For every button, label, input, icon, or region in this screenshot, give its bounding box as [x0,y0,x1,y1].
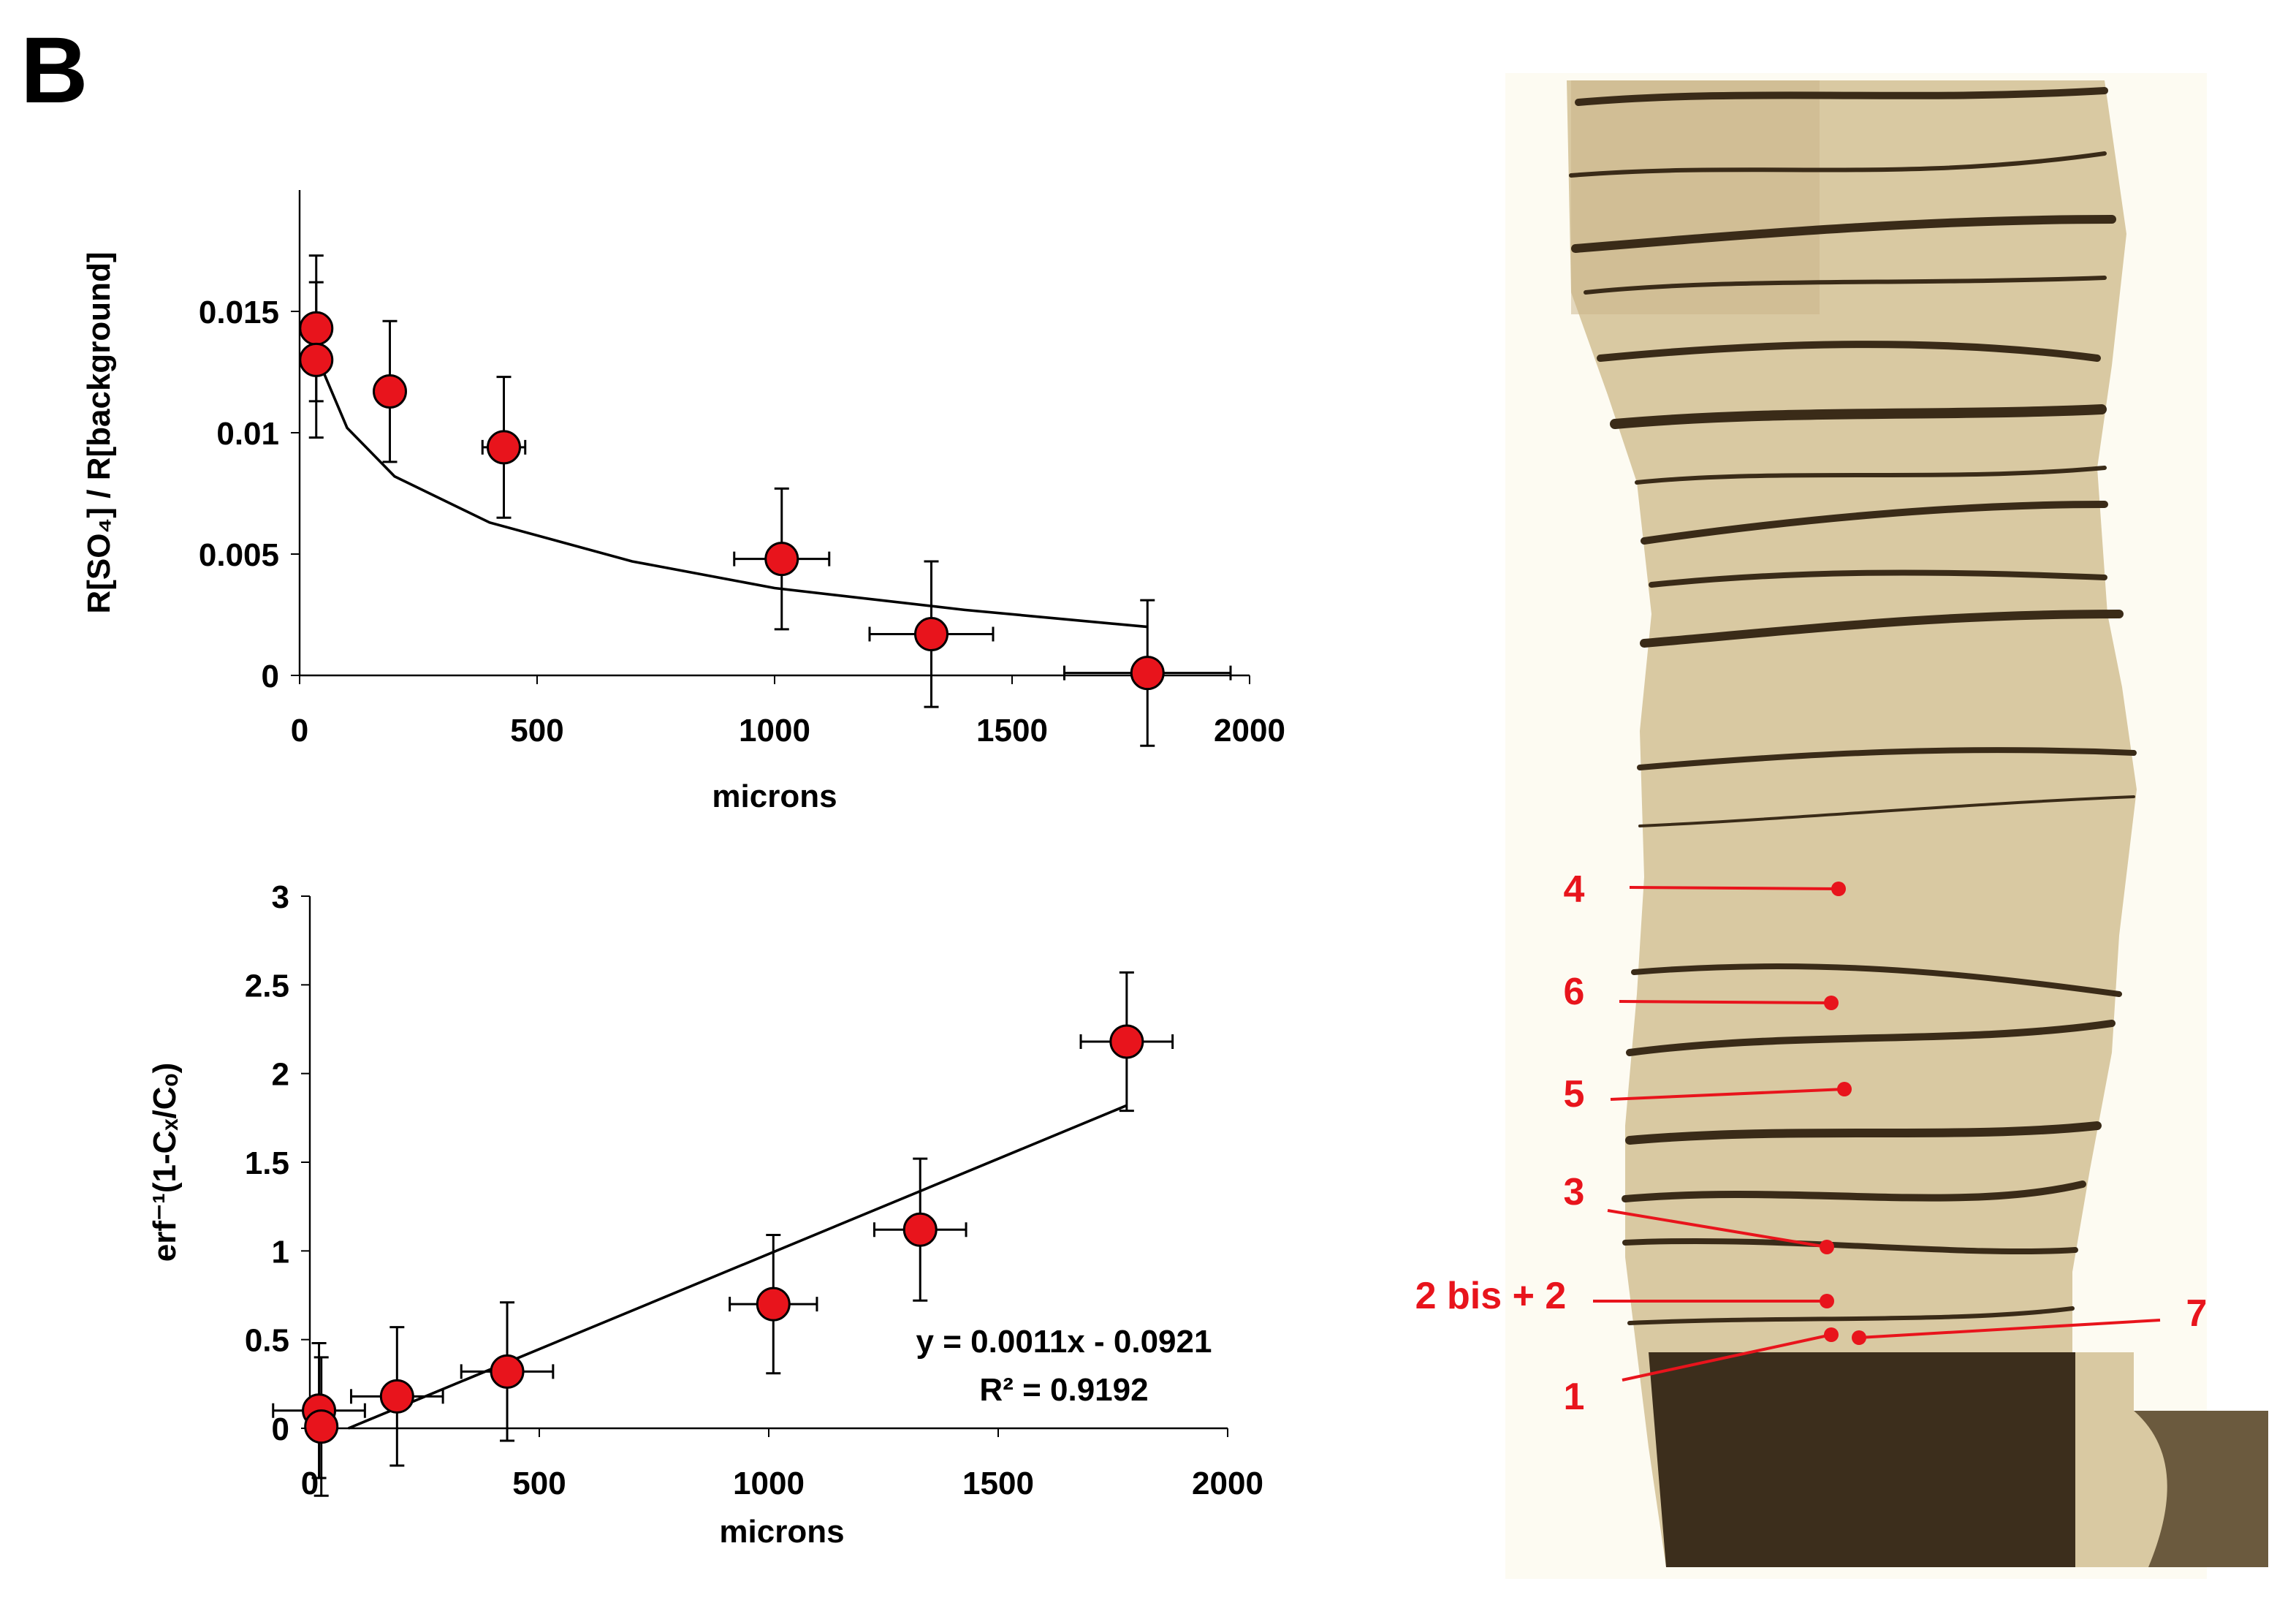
y-tick-label: 0.01 [216,416,279,452]
x-tick-label: 1000 [739,713,810,749]
dark-edge [2134,1411,2268,1567]
data-point [914,617,949,652]
y-tick-label: 2.5 [245,968,289,1004]
panel-label: B [20,18,88,123]
leader-line [1610,1088,1845,1101]
sample-dot [1820,1240,1834,1254]
tile [1571,80,1820,314]
annotation: R² = 0.9192 [979,1372,1148,1408]
x-tick-label: 1000 [733,1466,805,1501]
y-tick-label: 0.5 [245,1323,289,1359]
leader-line [1622,1333,1832,1382]
x-tick-label: 1500 [976,713,1048,749]
sample-dot [1824,996,1839,1010]
data-point [299,342,334,377]
point-label: 4 [1564,868,1585,911]
data-point [299,311,334,346]
point-label: 1 [1564,1376,1585,1418]
x-tick-label: 500 [510,713,563,749]
data-point [902,1212,938,1247]
data-point [756,1286,791,1322]
fit-line [315,355,1148,629]
x-axis-label: microns [719,1514,844,1550]
data-point [1130,656,1165,691]
point-label: 6 [1564,971,1585,1013]
point-label: 7 [2186,1292,2208,1335]
y-tick-label: 1 [272,1234,289,1270]
y-tick-label: 1.5 [245,1145,289,1181]
leader-line [1607,1209,1828,1248]
micrograph [1505,73,2268,1579]
sample-dot [1831,882,1846,896]
x-tick-label: 500 [512,1466,566,1501]
leader-line [1619,1000,1832,1004]
y-tick-label: 0.005 [199,537,279,573]
point-label: 2 bis + 2 [1415,1275,1567,1317]
sample-dot [1820,1294,1834,1308]
x-tick-label: 1500 [962,1466,1034,1501]
point-label: 3 [1564,1171,1585,1213]
y-tick-label: 2 [272,1057,289,1093]
data-point [490,1354,525,1389]
data-point [764,542,799,577]
micrograph-labels: 4 6 5 3 2 bis + 2 1 7 [1415,868,2208,1418]
dark-zone [1649,1352,2075,1567]
y-tick-label: 0 [262,659,279,694]
sample-dot [1852,1330,1866,1345]
point-label: 5 [1564,1073,1585,1115]
data-point [487,430,521,465]
y-tick-label: 3 [272,879,289,915]
y-tick-label: 0.015 [199,295,279,330]
veins [1569,87,2137,1325]
y-axis-label: R[SO₄] / R[background] [81,251,117,613]
x-tick-label: 2000 [1214,713,1285,749]
data-point [379,1379,414,1414]
leader-line [1858,1319,2161,1339]
x-axis-label: microns [712,778,837,814]
data-point [304,1409,339,1444]
data-point [373,374,407,409]
annotation: y = 0.0011x - 0.0921 [916,1324,1212,1360]
y-tick-label: 0 [272,1411,289,1447]
y-axis-label: erf⁻¹(1-Cₓ/Cₒ) [147,1063,183,1262]
fit-line [348,1104,1128,1430]
x-tick-label: 0 [291,713,308,749]
sample-dot [1837,1082,1852,1096]
sample-dot [1824,1327,1839,1342]
leader-line [1629,886,1839,890]
x-tick-label: 2000 [1192,1466,1263,1501]
data-point [1109,1024,1144,1059]
